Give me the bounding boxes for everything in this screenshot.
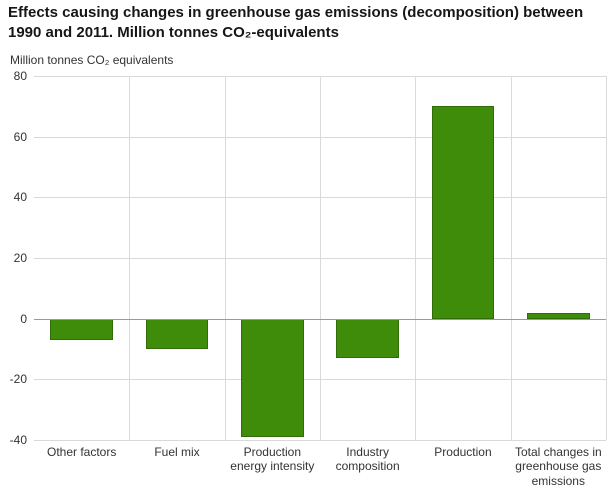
v-gridline bbox=[224, 76, 226, 440]
zero-axis-line bbox=[34, 318, 606, 320]
v-gridline bbox=[415, 76, 417, 440]
y-tick-label: 80 bbox=[13, 69, 27, 83]
x-axis-label: Industry composition bbox=[335, 445, 400, 474]
x-axis-label: Other factors bbox=[46, 445, 117, 459]
x-axis-label: Production energy intensity bbox=[230, 445, 315, 474]
x-axis-label: Total changes in greenhouse gas emission… bbox=[514, 445, 602, 488]
x-axis-labels: Other factors Fuel mix Production energy i… bbox=[34, 445, 606, 488]
v-gridline bbox=[510, 76, 512, 440]
y-tick-label: 0 bbox=[20, 311, 27, 326]
h-gridline bbox=[34, 440, 606, 441]
v-gridline bbox=[320, 76, 321, 440]
y-axis-label: Million tonnes CO₂ equivalents bbox=[10, 53, 174, 67]
bar bbox=[336, 318, 400, 359]
bar bbox=[50, 318, 114, 340]
y-tick-label: -20 bbox=[9, 372, 27, 387]
bar bbox=[240, 318, 304, 437]
x-axis-label: Production bbox=[434, 445, 492, 459]
bar bbox=[431, 106, 495, 319]
y-tick-label: 20 bbox=[13, 251, 27, 265]
v-gridline bbox=[606, 76, 607, 440]
chart-title: Effects causing changes in greenhouse ga… bbox=[8, 4, 584, 41]
y-tick-label: -40 bbox=[9, 433, 27, 447]
v-gridline bbox=[129, 76, 131, 440]
bar bbox=[145, 318, 209, 349]
y-tick-label: 40 bbox=[13, 190, 27, 205]
y-tick-label: 60 bbox=[13, 129, 27, 144]
bar bbox=[526, 312, 590, 319]
x-axis-label: Fuel mix bbox=[154, 445, 200, 459]
plot-area: -40 -20 0 20 40 60 80 bbox=[10, 69, 607, 447]
